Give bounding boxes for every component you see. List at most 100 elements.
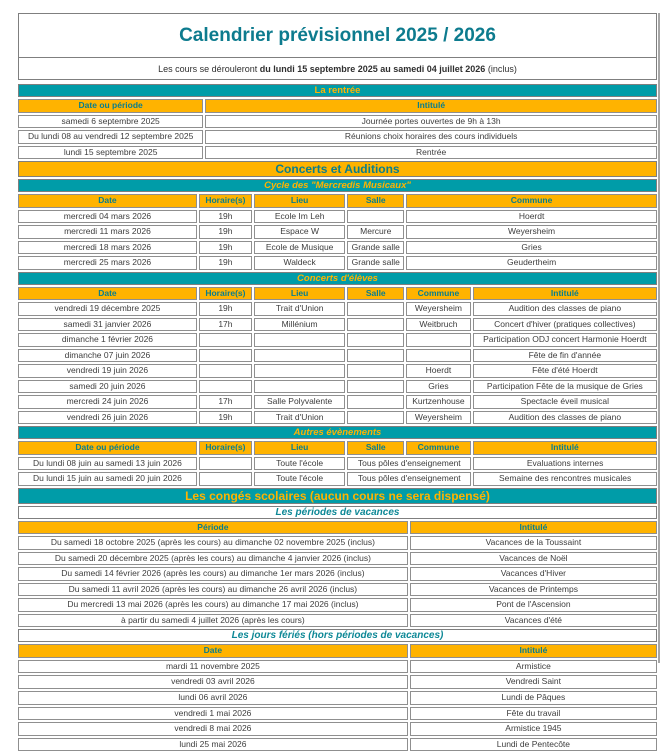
column-header: Lieu: [253, 286, 346, 301]
table-cell: Kurtzenhouse: [406, 395, 471, 409]
table-cell: Ecole Im Leh: [253, 209, 346, 224]
table-cell: vendredi 03 avril 2026: [18, 675, 408, 689]
table-row: vendredi 19 décembre 2025 19h Trait d'Un…: [18, 302, 657, 316]
table-cell: Ecole de Musique: [253, 240, 346, 255]
table-cell: Salle Polyvalente: [253, 395, 346, 409]
table-row: samedi 20 juin 2026 Gries Participation …: [18, 379, 657, 394]
table-cell: 17h: [198, 395, 252, 409]
column-header: Intitulé: [472, 286, 657, 301]
table-cell: Trait d'Union: [253, 410, 346, 425]
table-cell: Lundi de Pentecôte: [409, 737, 657, 752]
table-cell: Du lundi 08 juin au samedi 13 juin 2026: [18, 456, 197, 471]
column-header: Date: [18, 194, 197, 208]
table-cell: Evaluations internes: [473, 456, 657, 471]
table-cell: samedi 31 janvier 2026: [18, 317, 197, 332]
table-cell: Trait d'Union: [253, 302, 346, 316]
page-edge-shadow: [658, 13, 660, 663]
table-row: Du samedi 11 avril 2026 (après les cours…: [18, 582, 657, 597]
column-header: Commune: [406, 441, 471, 455]
subtitle-box: Les cours se dérouleront du lundi 15 sep…: [18, 58, 657, 80]
table-cell: Vacances d'Hiver: [409, 567, 657, 581]
table-cell: [406, 333, 471, 347]
table-cell: Mercure: [347, 225, 405, 239]
table-header-row: Date ou période Intitulé: [18, 99, 657, 113]
table-cell: [253, 379, 346, 394]
table-cell: Fête de fin d'année: [472, 348, 657, 363]
table-cell: dimanche 07 juin 2026: [18, 348, 197, 363]
title-box: Calendrier prévisionnel 2025 / 2026: [18, 13, 657, 58]
column-header: Date ou période: [18, 99, 204, 113]
table-cell: Weyersheim: [406, 410, 471, 425]
table-cell: 19h: [198, 256, 252, 270]
calendar-document: Calendrier prévisionnel 2025 / 2026 Les …: [18, 13, 657, 753]
column-header: Période: [18, 520, 408, 535]
table-cell: à partir du samedi 4 juillet 2026 (après…: [18, 613, 408, 628]
column-header: Date: [18, 644, 408, 658]
table-cell: Fête du travail: [409, 706, 657, 721]
table-row: lundi 25 mai 2026 Lundi de Pentecôte: [18, 737, 657, 752]
table-cell: Hoerdt: [406, 209, 657, 224]
subsection-banner-mercredis: Cycle des "Mercredis Musicaux": [18, 179, 657, 193]
table-cell: [253, 348, 346, 363]
table-cell: vendredi 8 mai 2026: [18, 722, 408, 736]
column-header: Date ou période: [18, 441, 197, 455]
table-cell-merged: Tous pôles d'enseignement: [347, 456, 472, 471]
table-row: Du lundi 08 au vendredi 12 septembre 202…: [18, 130, 657, 144]
section-banner-conges: Les congés scolaires (aucun cours ne ser…: [18, 487, 657, 504]
table-cell: [198, 379, 252, 394]
table-cell: lundi 25 mai 2026: [18, 737, 408, 752]
table-cell: Gries: [406, 240, 657, 255]
table-cell: 19h: [198, 209, 252, 224]
table-row: mercredi 11 mars 2026 19h Espace W Mercu…: [18, 225, 657, 239]
table-cell: Du lundi 08 au vendredi 12 septembre 202…: [18, 130, 204, 144]
table-cell: lundi 06 avril 2026: [18, 690, 408, 705]
table-cell: Du samedi 18 octobre 2025 (après les cou…: [18, 536, 408, 550]
column-header: Horaire(s): [198, 441, 252, 455]
table-row: mercredi 04 mars 2026 19h Ecole Im Leh H…: [18, 209, 657, 224]
table-cell: Participation Fête de la musique de Grie…: [472, 379, 657, 394]
table-cell: [347, 333, 405, 347]
table-cell: Grande salle: [347, 240, 405, 255]
table-cell: Toute l'école: [253, 472, 346, 486]
table-row: mercredi 18 mars 2026 19h Ecole de Musiq…: [18, 240, 657, 255]
table-cell: [406, 348, 471, 363]
column-header: Commune: [406, 194, 657, 208]
table-row: vendredi 1 mai 2026 Fête du travail: [18, 706, 657, 721]
table-row: vendredi 26 juin 2026 19h Trait d'Union …: [18, 410, 657, 425]
subtitle-suffix: (inclus): [485, 63, 517, 74]
table-cell: [198, 348, 252, 363]
table-row: dimanche 1 février 2026 Participation OD…: [18, 333, 657, 347]
table-cell: Réunions choix horaires des cours indivi…: [205, 130, 657, 144]
table-cell: Du samedi 11 avril 2026 (après les cours…: [18, 582, 408, 597]
table-cell: Gries: [406, 379, 471, 394]
table-cell: 19h: [198, 240, 252, 255]
column-header: Salle: [347, 286, 405, 301]
table-cell: samedi 6 septembre 2025: [18, 114, 204, 129]
column-header: Intitulé: [409, 520, 657, 535]
column-header: Commune: [406, 286, 471, 301]
table-cell: 19h: [198, 225, 252, 239]
table-cell: Du lundi 15 juin au samedi 20 juin 2026: [18, 472, 197, 486]
table-cell: Vacances de la Toussaint: [409, 536, 657, 550]
table-row: dimanche 07 juin 2026 Fête de fin d'anné…: [18, 348, 657, 363]
table-cell: 19h: [198, 302, 252, 316]
subsection-banner-jours-feries: Les jours fériés (hors périodes de vacan…: [18, 629, 657, 643]
column-header: Lieu: [253, 194, 346, 208]
table-cell: [198, 472, 252, 486]
table-row: samedi 6 septembre 2025 Journée portes o…: [18, 114, 657, 129]
table-header-row: Date Horaire(s) Lieu Salle Commune: [18, 194, 657, 208]
table-cell: Geudertheim: [406, 256, 657, 270]
table-cell: [347, 410, 405, 425]
table-row: Du samedi 20 décembre 2025 (après les co…: [18, 551, 657, 566]
table-header-row: Date Intitulé: [18, 644, 657, 658]
table-cell: Weyersheim: [406, 302, 471, 316]
table-cell: Participation ODJ concert Harmonie Hoerd…: [472, 333, 657, 347]
column-header: Horaire(s): [198, 194, 252, 208]
table-cell: vendredi 1 mai 2026: [18, 706, 408, 721]
table-row: Du mercredi 13 mai 2026 (après les cours…: [18, 598, 657, 612]
table-cell: Audition des classes de piano: [472, 302, 657, 316]
column-header: Salle: [347, 194, 405, 208]
subsection-banner-periodes-vacances: Les périodes de vacances: [18, 505, 657, 519]
table-cell: [347, 348, 405, 363]
table-cell: Lundi de Pâques: [409, 690, 657, 705]
